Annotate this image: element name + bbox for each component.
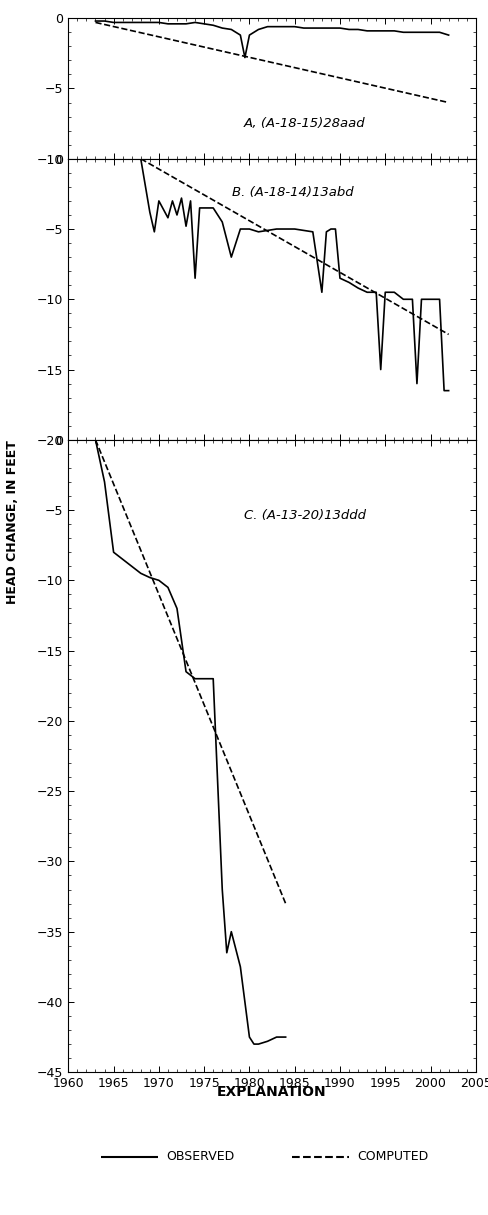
Text: A, (A-18-15)28aad: A, (A-18-15)28aad bbox=[244, 117, 366, 130]
Text: EXPLANATION: EXPLANATION bbox=[217, 1085, 327, 1100]
Text: B. (A-18-14)13abd: B. (A-18-14)13abd bbox=[232, 186, 353, 199]
Text: OBSERVED: OBSERVED bbox=[166, 1151, 234, 1163]
Text: HEAD CHANGE, IN FEET: HEAD CHANGE, IN FEET bbox=[6, 441, 19, 604]
Text: COMPUTED: COMPUTED bbox=[358, 1151, 429, 1163]
Text: C. (A-13-20)13ddd: C. (A-13-20)13ddd bbox=[244, 509, 366, 522]
